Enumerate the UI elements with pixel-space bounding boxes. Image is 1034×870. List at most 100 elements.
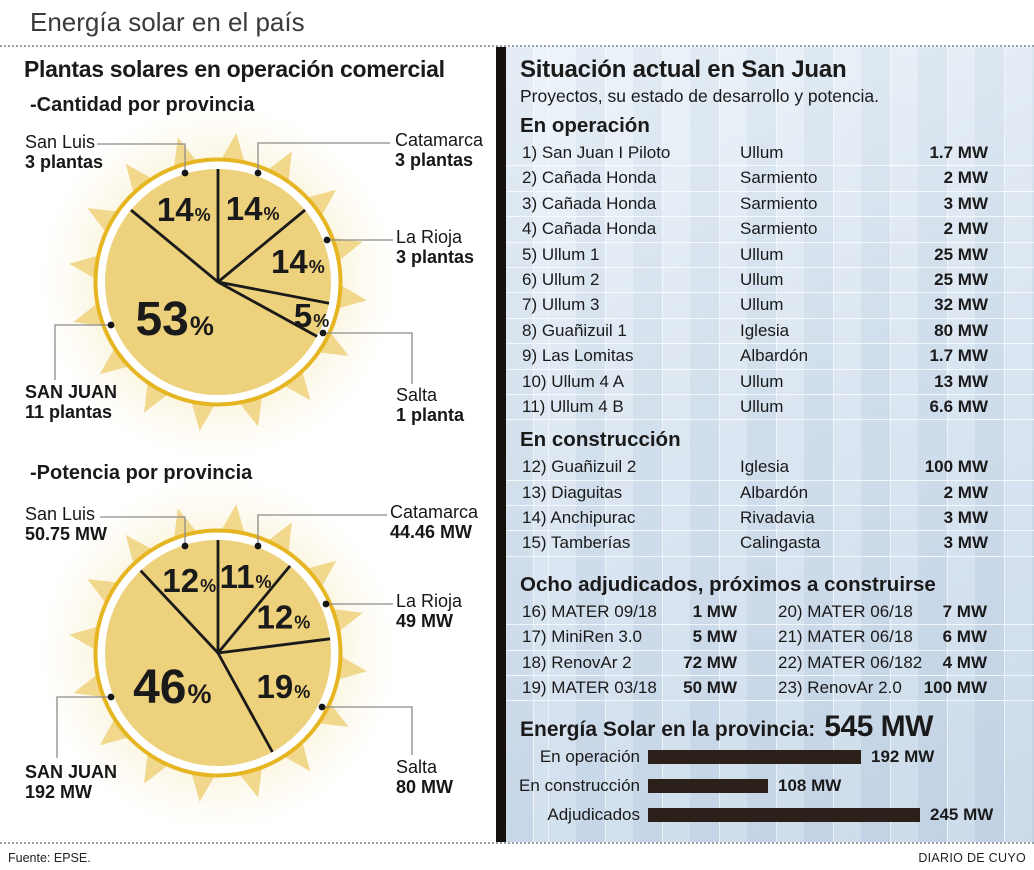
province-value: 80 MW <box>396 776 454 797</box>
capacity: 13 MW <box>934 371 988 391</box>
pie1-label-catamarca: Catamarca 3 plantas <box>395 130 483 170</box>
project-name: 2) Cañada Honda <box>522 168 657 188</box>
capacity: 3 MW <box>943 193 988 213</box>
leader-dot <box>323 236 331 244</box>
percent-label: 19% <box>257 668 311 705</box>
capacity: 6.6 MW <box>929 396 988 416</box>
leader-lines <box>54 142 413 758</box>
capacity: 3 MW <box>943 533 988 553</box>
project-name: 13) Diaguitas <box>522 482 623 502</box>
slice-divider <box>139 569 220 654</box>
capacity: 50 MW <box>683 678 737 698</box>
pie-charts-overlay: 14%14%5%53%14%11%12%19%46%12% <box>40 104 413 831</box>
table-row: 4) Cañada Honda Sarmiento 2 MW <box>506 217 1034 243</box>
leader-line <box>100 516 186 544</box>
department: Albardón <box>740 346 809 366</box>
table-row: 18) RenovAr 2 72 MW 22) MATER 06/182 4 MW <box>506 651 1034 677</box>
province-name: Catamarca <box>390 502 479 522</box>
table-row: 1) San Juan I Piloto Ullum 1.7 MW <box>506 141 1034 167</box>
project-name: 17) MiniRen 3.0 <box>522 627 643 647</box>
project-name: 22) MATER 06/182 <box>778 652 923 672</box>
pie1-title: -Cantidad por provincia <box>30 94 255 116</box>
slice-divider <box>217 208 306 284</box>
leader-dot <box>322 600 330 608</box>
bar-label: Adjudicados <box>547 805 640 825</box>
slice-divider <box>216 652 274 753</box>
page-title: Energía solar en el país <box>30 7 305 37</box>
section-heading: En construcción <box>520 428 681 452</box>
pie2-title: -Potencia por provincia <box>30 462 253 484</box>
pie1-label-san-luis: San Luis 3 plantas <box>25 132 104 172</box>
department: Ullum <box>740 143 784 162</box>
project-name: 6) Ullum 2 <box>522 269 600 289</box>
slice-divider <box>130 208 219 284</box>
department: Albardón <box>740 482 809 502</box>
province-name: Salta <box>396 757 438 777</box>
sun-gold-ring <box>93 157 343 407</box>
project-name: 10) Ullum 4 A <box>522 371 625 391</box>
province-value: 50.75 MW <box>25 523 108 544</box>
department: Sarmiento <box>740 168 818 188</box>
leader-line <box>97 143 186 171</box>
leader-dots <box>107 169 331 711</box>
leader-dot <box>181 169 189 177</box>
leader-dot <box>254 542 262 550</box>
right-panel-subtitle: Proyectos, su estado de desarrollo y pot… <box>520 86 879 106</box>
project-name: 16) MATER 09/18 <box>522 601 657 621</box>
slice-divider <box>216 565 292 654</box>
sun-chart: 14%14%5%53%14% <box>40 104 396 460</box>
slice-divider <box>217 637 331 655</box>
table-row: 5) Ullum 1 Ullum 25 MW <box>506 243 1034 268</box>
province-value: 11 plantas <box>25 401 113 422</box>
slice-divider <box>217 280 330 305</box>
province-value: 3 plantas <box>25 151 104 172</box>
province-name: La Rioja <box>396 227 463 247</box>
capacity: 1.7 MW <box>929 143 988 162</box>
bar <box>648 750 861 765</box>
leader-dot <box>181 542 189 550</box>
table-row: 2) Cañada Honda Sarmiento 2 MW <box>506 166 1034 192</box>
capacity: 1 MW <box>692 601 737 621</box>
left-heading: Plantas solares en operación comercial <box>24 56 445 82</box>
project-name: 5) Ullum 1 <box>522 244 600 264</box>
pie2-label-salta: Salta 80 MW <box>396 757 454 797</box>
province-value: 192 MW <box>25 781 93 802</box>
pie1-label-san-juan: SAN JUAN 11 plantas <box>25 382 118 422</box>
adjudicados-heading: Ocho adjudicados, próximos a construirse <box>520 572 936 596</box>
leader-line <box>56 696 109 758</box>
right-panel-title: Situación actual en San Juan <box>520 56 847 83</box>
bar-label: En construcción <box>519 776 640 796</box>
slice-divider <box>217 280 318 338</box>
project-name: 19) MATER 03/18 <box>522 678 657 698</box>
pie2-label-san-luis: San Luis 50.75 MW <box>25 504 108 544</box>
summary-line: Energía Solar en la provincia: 545 MW <box>520 710 1034 744</box>
summary-heading: Energía Solar en la provincia: <box>520 718 816 742</box>
source-credit: Fuente: EPSE. <box>8 851 91 865</box>
leader-dot <box>107 321 115 329</box>
leader-dot <box>318 703 326 711</box>
pie2-label-la-rioja: La Rioja 49 MW <box>396 591 462 631</box>
table-row: 11) Ullum 4 B Ullum 6.6 MW <box>506 395 1034 421</box>
bar-row: En operación 192 MW <box>506 747 1034 766</box>
province-value: 1 planta <box>396 404 465 425</box>
province-value: 3 plantas <box>395 149 474 170</box>
bar-row: Adjudicados 245 MW <box>506 805 1034 825</box>
table-row: 14) Anchipurac Rivadavia 3 MW <box>506 506 1034 532</box>
capacity: 1.7 MW <box>929 346 988 366</box>
department: Ullum <box>740 396 784 416</box>
table-row: 8) Guañizuil 1 Iglesia 80 MW <box>506 319 1034 345</box>
table-row: 3) Cañada Honda Sarmiento 3 MW <box>506 192 1034 218</box>
department: Calingasta <box>740 533 821 553</box>
project-name: 8) Guañizuil 1 <box>522 320 627 340</box>
table-row: 10) Ullum 4 A Ullum 13 MW <box>506 370 1034 395</box>
department: Ullum <box>740 244 784 264</box>
project-name: 7) Ullum 3 <box>522 295 600 315</box>
pie1-label-salta: Salta 1 planta <box>396 385 465 425</box>
province-name: San Luis <box>25 132 96 152</box>
department: Sarmiento <box>740 219 818 239</box>
table-row: 17) MiniRen 3.0 5 MW 21) MATER 06/18 6 MW <box>506 625 1034 651</box>
province-name: SAN JUAN <box>25 382 118 402</box>
capacity: 2 MW <box>943 482 988 502</box>
table-row: 6) Ullum 2 Ullum 25 MW <box>506 268 1034 294</box>
